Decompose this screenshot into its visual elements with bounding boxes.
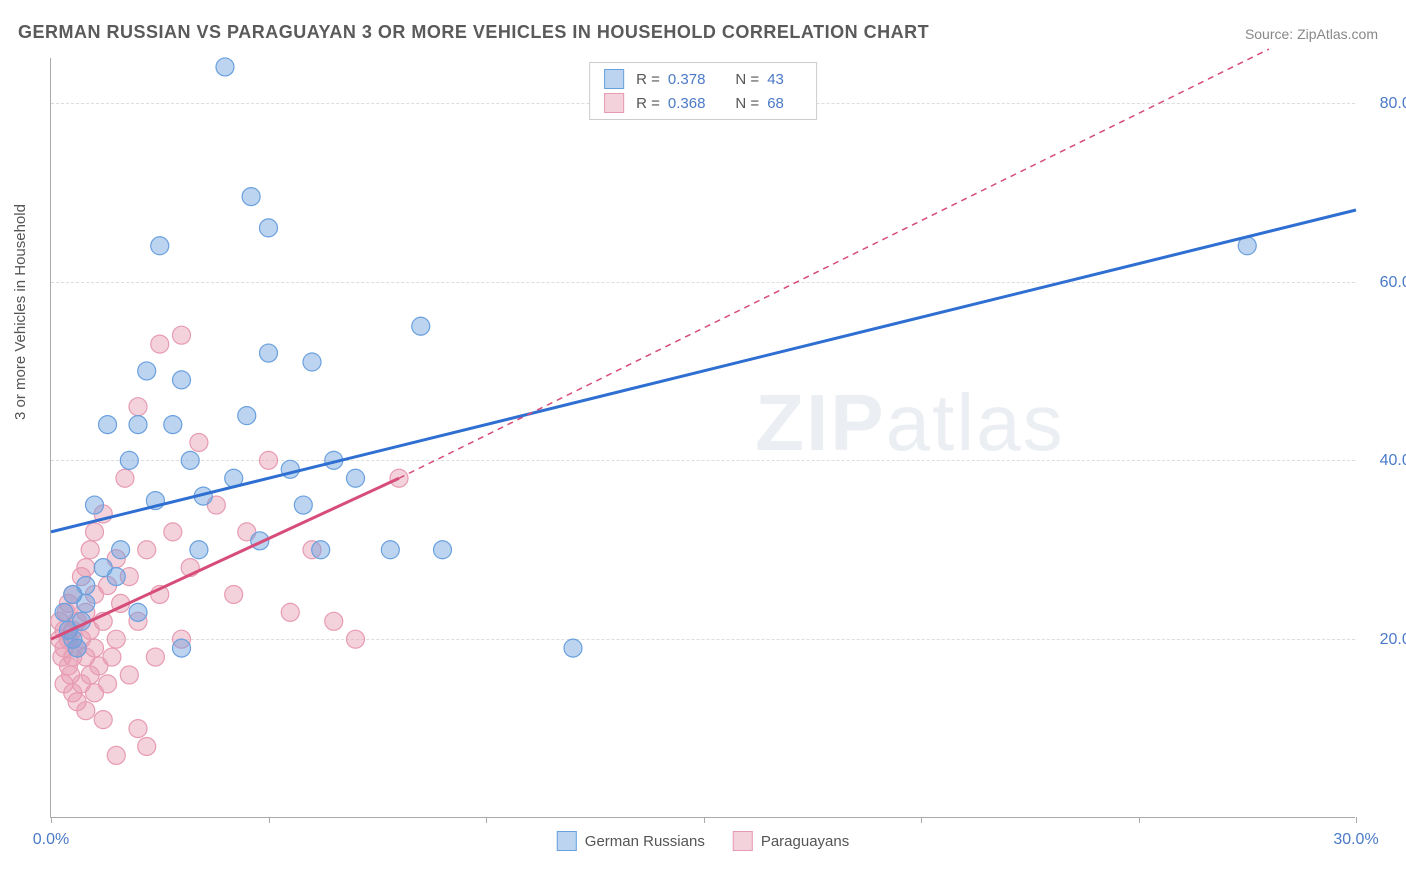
scatter-point [181, 451, 199, 469]
chart-title: GERMAN RUSSIAN VS PARAGUAYAN 3 OR MORE V… [18, 22, 929, 43]
scatter-point [86, 496, 104, 514]
swatch-series2 [604, 93, 624, 113]
x-tick [269, 817, 270, 823]
scatter-point [294, 496, 312, 514]
legend-correlation: R = 0.378 N = 43 R = 0.368 N = 68 [589, 62, 817, 120]
swatch-series2 [733, 831, 753, 851]
x-tick-label: 0.0% [33, 831, 69, 849]
scatter-point [86, 639, 104, 657]
x-tick [704, 817, 705, 823]
scatter-point [164, 523, 182, 541]
scatter-point [55, 603, 73, 621]
scatter-point [138, 541, 156, 559]
scatter-point [77, 559, 95, 577]
scatter-point [94, 711, 112, 729]
scatter-point [173, 371, 191, 389]
scatter-point [225, 585, 243, 603]
scatter-point [190, 433, 208, 451]
scatter-point [103, 648, 121, 666]
scatter-point [347, 630, 365, 648]
r-value-series1: 0.378 [668, 71, 706, 88]
scatter-point [412, 317, 430, 335]
scatter-point [99, 416, 117, 434]
legend-item-series1: German Russians [557, 831, 705, 851]
legend-label-series2: Paraguayans [761, 833, 849, 850]
scatter-point [173, 639, 191, 657]
scatter-point [138, 362, 156, 380]
scatter-point [77, 577, 95, 595]
scatter-point [77, 594, 95, 612]
y-tick-label: 40.0% [1365, 452, 1406, 470]
scatter-point [347, 469, 365, 487]
scatter-point [86, 523, 104, 541]
r-value-series2: 0.368 [668, 95, 706, 112]
scatter-point [120, 666, 138, 684]
scatter-point [129, 398, 147, 416]
scatter-point [190, 541, 208, 559]
scatter-point [260, 344, 278, 362]
x-tick [1356, 817, 1357, 823]
r-label: R = [636, 95, 660, 112]
scatter-point [381, 541, 399, 559]
scatter-point [116, 469, 134, 487]
y-tick-label: 60.0% [1365, 274, 1406, 292]
x-tick [921, 817, 922, 823]
legend-series: German Russians Paraguayans [557, 831, 849, 851]
y-tick-label: 20.0% [1365, 631, 1406, 649]
scatter-point [216, 58, 234, 76]
plot-area: ZIPatlas 20.0%40.0%60.0%80.0% 0.0%30.0% … [50, 58, 1355, 818]
scatter-point [281, 603, 299, 621]
n-label: N = [735, 71, 759, 88]
scatter-point [107, 568, 125, 586]
scatter-point [151, 237, 169, 255]
scatter-point [151, 335, 169, 353]
scatter-plot-svg [51, 58, 1355, 817]
scatter-point [238, 407, 256, 425]
legend-label-series1: German Russians [585, 833, 705, 850]
scatter-point [312, 541, 330, 559]
scatter-point [129, 720, 147, 738]
scatter-point [129, 603, 147, 621]
scatter-point [120, 451, 138, 469]
n-label: N = [735, 95, 759, 112]
legend-row-series1: R = 0.378 N = 43 [604, 67, 802, 91]
legend-item-series2: Paraguayans [733, 831, 849, 851]
scatter-point [77, 702, 95, 720]
x-tick [1139, 817, 1140, 823]
scatter-point [173, 326, 191, 344]
scatter-point [68, 639, 86, 657]
scatter-point [303, 353, 321, 371]
scatter-point [107, 630, 125, 648]
scatter-point [112, 541, 130, 559]
x-tick [486, 817, 487, 823]
source-attribution: Source: ZipAtlas.com [1245, 26, 1378, 42]
trend-line [51, 210, 1356, 532]
scatter-point [242, 188, 260, 206]
scatter-point [146, 648, 164, 666]
y-axis-label: 3 or more Vehicles in Household [12, 204, 29, 420]
scatter-point [138, 737, 156, 755]
r-label: R = [636, 71, 660, 88]
y-tick-label: 80.0% [1365, 95, 1406, 113]
scatter-point [325, 612, 343, 630]
n-value-series1: 43 [767, 71, 784, 88]
scatter-point [81, 541, 99, 559]
scatter-point [564, 639, 582, 657]
n-value-series2: 68 [767, 95, 784, 112]
scatter-point [99, 675, 117, 693]
swatch-series1 [557, 831, 577, 851]
swatch-series1 [604, 69, 624, 89]
x-tick-label: 30.0% [1333, 831, 1378, 849]
scatter-point [107, 746, 125, 764]
legend-row-series2: R = 0.368 N = 68 [604, 91, 802, 115]
scatter-point [434, 541, 452, 559]
scatter-point [260, 219, 278, 237]
scatter-point [129, 416, 147, 434]
scatter-point [260, 451, 278, 469]
x-tick [51, 817, 52, 823]
chart-container: GERMAN RUSSIAN VS PARAGUAYAN 3 OR MORE V… [0, 0, 1406, 892]
scatter-point [164, 416, 182, 434]
